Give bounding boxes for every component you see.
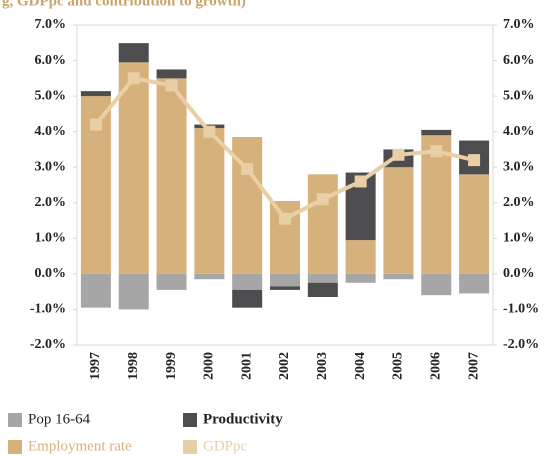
y-tick-label: 7.0% bbox=[35, 17, 67, 32]
line-marker bbox=[127, 72, 140, 85]
chart-title: g, GDPpc and contribution to growth) bbox=[2, 0, 246, 9]
line-marker bbox=[316, 193, 329, 206]
y-tick-label: 2.0% bbox=[35, 195, 67, 210]
line-marker bbox=[279, 212, 291, 225]
bar bbox=[421, 135, 452, 274]
y-tick-label: 6.0% bbox=[35, 53, 67, 68]
x-tick-label: 2007 bbox=[466, 352, 481, 380]
x-tick-label: 1997 bbox=[88, 352, 103, 380]
y2-tick-label: 4.0% bbox=[503, 124, 535, 139]
legend-swatch bbox=[8, 440, 22, 454]
legend-label: GDPpc bbox=[203, 438, 248, 454]
bar bbox=[459, 174, 490, 274]
bar bbox=[421, 129, 452, 136]
legend-label: Pop 16-64 bbox=[28, 411, 91, 427]
line-marker bbox=[468, 154, 481, 167]
x-tick-label: 2005 bbox=[391, 352, 406, 380]
bar bbox=[232, 273, 263, 290]
line-marker bbox=[165, 79, 178, 92]
y2-tick-label: 2.0% bbox=[503, 195, 535, 210]
line-marker bbox=[392, 148, 405, 161]
line bbox=[94, 76, 475, 222]
y-tick-label: 4.0% bbox=[35, 124, 67, 139]
legend-label: Productivity bbox=[203, 411, 283, 427]
bar bbox=[118, 273, 149, 310]
y-tick-label: -2.0% bbox=[30, 337, 66, 352]
bar bbox=[421, 273, 452, 296]
legend-swatch bbox=[8, 413, 22, 427]
bar bbox=[383, 167, 414, 274]
y2-tick-label: 5.0% bbox=[503, 88, 535, 103]
legend-swatch bbox=[183, 413, 197, 427]
bar bbox=[194, 273, 225, 280]
bar bbox=[345, 273, 376, 283]
legend-swatch bbox=[183, 440, 197, 454]
bar bbox=[459, 273, 490, 294]
x-tick-label: 1998 bbox=[126, 352, 141, 380]
y-tick-label: 1.0% bbox=[35, 231, 67, 246]
y-tick-label: 3.0% bbox=[35, 159, 67, 174]
bar bbox=[80, 273, 111, 308]
bar bbox=[156, 78, 187, 274]
bar bbox=[194, 128, 225, 274]
bar bbox=[307, 174, 338, 274]
bar bbox=[307, 282, 338, 297]
line-marker bbox=[430, 145, 443, 158]
y-tick-label: 5.0% bbox=[35, 88, 67, 103]
bar bbox=[270, 286, 300, 290]
bar bbox=[383, 273, 414, 280]
y2-tick-label: 7.0% bbox=[503, 17, 535, 32]
legend-label: Employment rate bbox=[28, 438, 132, 454]
y2-tick-label: 3.0% bbox=[503, 159, 535, 174]
y2-tick-label: -1.0% bbox=[503, 302, 539, 317]
bar bbox=[345, 240, 376, 274]
y-tick-label: -1.0% bbox=[30, 302, 66, 317]
x-tick-label: 2004 bbox=[353, 352, 368, 380]
x-tick-label: 2000 bbox=[202, 352, 217, 380]
bar bbox=[156, 273, 187, 290]
bar bbox=[232, 289, 263, 308]
x-tick-label: 2006 bbox=[428, 352, 443, 380]
y2-tick-label: -2.0% bbox=[503, 337, 539, 352]
x-tick-label: 1999 bbox=[164, 352, 179, 380]
bar bbox=[270, 273, 300, 287]
bar bbox=[156, 69, 187, 79]
x-tick-label: 2001 bbox=[239, 352, 254, 380]
plot-frame bbox=[76, 24, 494, 346]
line-marker bbox=[203, 125, 216, 138]
y2-tick-label: 0.0% bbox=[503, 266, 535, 281]
y2-tick-label: 6.0% bbox=[503, 53, 535, 68]
x-tick-label: 2002 bbox=[277, 352, 292, 380]
bar bbox=[118, 62, 149, 274]
line-marker bbox=[241, 163, 254, 175]
bar bbox=[307, 273, 338, 283]
y2-tick-label: 1.0% bbox=[503, 231, 535, 246]
bar bbox=[118, 43, 149, 63]
line-marker bbox=[89, 118, 102, 131]
bar bbox=[80, 91, 111, 97]
line-marker bbox=[354, 175, 367, 188]
y-tick-label: 0.0% bbox=[35, 266, 67, 281]
x-tick-label: 2003 bbox=[315, 352, 330, 380]
